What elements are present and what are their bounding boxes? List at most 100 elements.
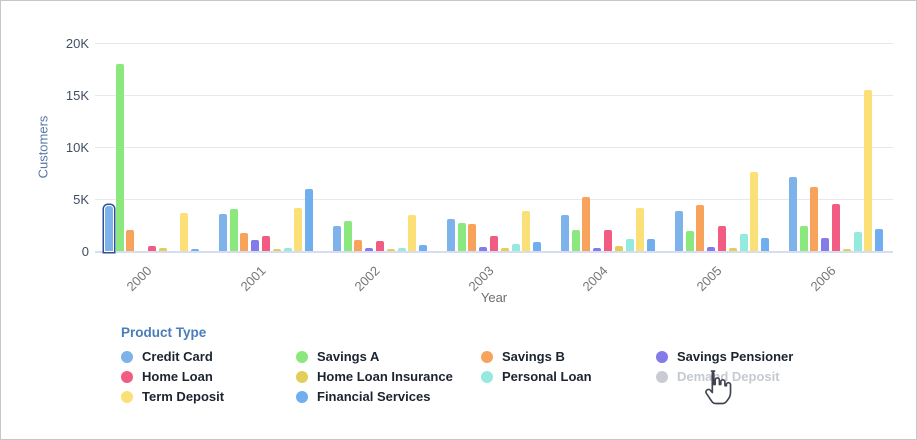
bar-savings-b-2003[interactable] (468, 224, 477, 251)
legend-swatch-credit-card-icon (121, 350, 133, 363)
bar-home-loan-insurance-2004[interactable] (614, 246, 623, 251)
legend-item-savings-a[interactable]: Savings A (296, 350, 481, 363)
legend-item-savings-b[interactable]: Savings B (481, 350, 656, 363)
bar-home-loan-2000[interactable] (148, 246, 156, 251)
y-tick-label-20K: 20K (65, 36, 89, 51)
bar-savings-pensioner-2002[interactable] (365, 248, 374, 251)
y-tick-label-10K: 10K (65, 140, 89, 155)
bar-savings-b-2006[interactable] (810, 187, 819, 251)
legend-swatch-savings-b-icon (481, 350, 493, 363)
bar-term-deposit-2003[interactable] (522, 211, 531, 251)
bar-term-deposit-2000[interactable] (180, 213, 189, 251)
y-tick-label-5K: 5K (73, 192, 89, 207)
gridline-5K (95, 199, 893, 200)
legend-item-term-deposit[interactable]: Term Deposit (121, 390, 296, 403)
bar-savings-a-2006[interactable] (799, 226, 808, 251)
legend-label-savings-a: Savings A (317, 349, 380, 364)
bar-personal-loan-2003[interactable] (511, 244, 520, 251)
legend-label-financial-services: Financial Services (317, 389, 431, 404)
bar-home-loan-insurance-2006[interactable] (842, 249, 851, 251)
legend-swatch-personal-loan-icon (481, 370, 493, 383)
bar-home-loan-2003[interactable] (490, 236, 498, 251)
bar-savings-b-2004[interactable] (582, 197, 591, 251)
bar-personal-loan-2006[interactable] (853, 232, 862, 251)
bar-savings-a-2002[interactable] (343, 221, 352, 251)
bar-financial-services-2004[interactable] (647, 239, 656, 251)
bar-home-loan-insurance-2002[interactable] (386, 249, 395, 251)
bar-savings-a-2001[interactable] (229, 209, 238, 251)
legend-item-home-loan-insurance[interactable]: Home Loan Insurance (296, 370, 481, 383)
bar-financial-services-2001[interactable] (305, 189, 314, 251)
bar-personal-loan-2002[interactable] (397, 248, 406, 251)
gridline-10K (95, 147, 893, 148)
bar-credit-card-2003[interactable] (446, 219, 455, 251)
legend-label-demand-deposit: Demand Deposit (677, 369, 780, 384)
bar-home-loan-2002[interactable] (376, 241, 384, 251)
bar-savings-pensioner-2003[interactable] (479, 247, 488, 251)
bar-term-deposit-2006[interactable] (864, 90, 873, 251)
bar-home-loan-insurance-2000[interactable] (158, 248, 167, 251)
legend: Product Type Credit Card Savings A Savings… (121, 325, 856, 403)
bar-savings-pensioner-2006[interactable] (821, 238, 830, 251)
bar-savings-b-2005[interactable] (696, 205, 705, 251)
bar-home-loan-2004[interactable] (604, 230, 612, 251)
legend-title: Product Type (121, 325, 207, 340)
legend-label-credit-card: Credit Card (142, 349, 213, 364)
bar-financial-services-2003[interactable] (533, 242, 542, 251)
legend-item-financial-services[interactable]: Financial Services (296, 390, 481, 403)
bar-savings-pensioner-2001[interactable] (251, 240, 260, 251)
legend-swatch-savings-a-icon (296, 350, 308, 363)
bar-personal-loan-2005[interactable] (739, 234, 748, 251)
bar-savings-a-2003[interactable] (457, 223, 466, 251)
bar-credit-card-2006[interactable] (788, 177, 797, 251)
bar-financial-services-2006[interactable] (875, 229, 884, 251)
legend-item-credit-card[interactable]: Credit Card (121, 350, 296, 363)
legend-item-savings-pensioner[interactable]: Savings Pensioner (656, 350, 856, 363)
bar-term-deposit-2004[interactable] (636, 208, 645, 251)
legend-label-home-loan-insurance: Home Loan Insurance (317, 369, 453, 384)
legend-swatch-financial-services-icon (296, 390, 308, 403)
bar-home-loan-insurance-2005[interactable] (728, 248, 737, 251)
gridline-20K (95, 43, 893, 44)
legend-label-home-loan: Home Loan (142, 369, 213, 384)
bar-financial-services-2005[interactable] (761, 238, 770, 251)
bar-credit-card-2001[interactable] (218, 214, 227, 251)
bar-savings-b-2001[interactable] (240, 233, 249, 251)
legend-item-personal-loan[interactable]: Personal Loan (481, 370, 656, 383)
bar-personal-loan-2001[interactable] (283, 248, 292, 251)
bar-savings-a-2005[interactable] (685, 231, 694, 251)
bar-home-loan-2005[interactable] (718, 226, 726, 251)
bar-credit-card-2002[interactable] (332, 226, 341, 251)
bar-savings-pensioner-2005[interactable] (707, 247, 716, 251)
bar-home-loan-2006[interactable] (832, 204, 840, 251)
bar-home-loan-insurance-2003[interactable] (500, 248, 509, 251)
legend-swatch-savings-pensioner-icon (656, 350, 668, 363)
bar-savings-b-2000[interactable] (126, 230, 135, 251)
legend-swatch-term-deposit-icon (121, 390, 133, 403)
bar-personal-loan-2004[interactable] (625, 239, 634, 251)
legend-item-home-loan[interactable]: Home Loan (121, 370, 296, 383)
y-tick-label-15K: 15K (65, 88, 89, 103)
bar-savings-pensioner-2004[interactable] (593, 248, 602, 251)
bar-savings-a-2000[interactable] (115, 64, 124, 251)
bar-financial-services-2000[interactable] (191, 249, 200, 251)
gridline-15K (95, 95, 893, 96)
bar-term-deposit-2001[interactable] (294, 208, 303, 251)
bar-term-deposit-2002[interactable] (408, 215, 417, 251)
legend-label-term-deposit: Term Deposit (142, 389, 225, 404)
x-axis-title: Year (480, 290, 508, 305)
y-tick-label-0: 0 (81, 244, 89, 259)
bar-credit-card-2004[interactable] (560, 215, 569, 251)
legend-label-personal-loan: Personal Loan (502, 369, 592, 384)
bar-home-loan-insurance-2001[interactable] (272, 249, 281, 251)
x-axis-baseline (95, 251, 893, 253)
bar-home-loan-2001[interactable] (262, 236, 270, 251)
bar-credit-card-2000[interactable] (104, 206, 113, 251)
bar-term-deposit-2005[interactable] (750, 172, 759, 251)
bar-savings-a-2004[interactable] (571, 230, 580, 251)
bar-financial-services-2002[interactable] (419, 245, 428, 251)
bar-credit-card-2005[interactable] (674, 211, 683, 251)
bar-savings-b-2002[interactable] (354, 240, 363, 251)
legend-item-demand-deposit[interactable]: Demand Deposit (656, 370, 856, 383)
